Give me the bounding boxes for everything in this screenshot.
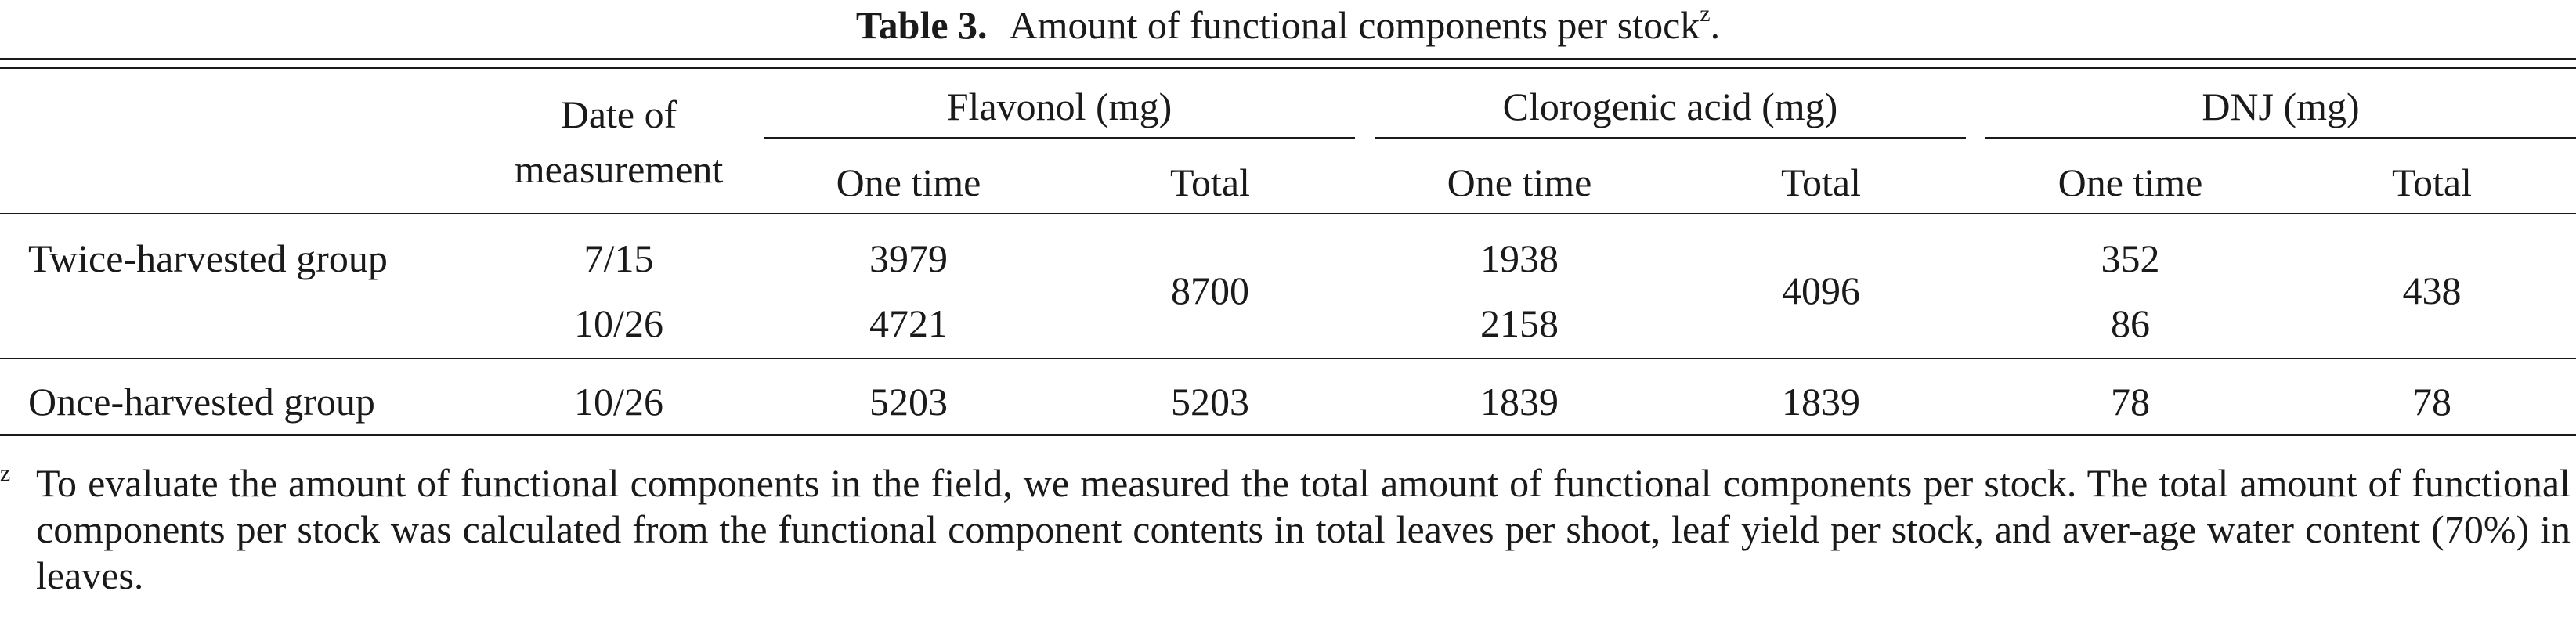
flavonol-one-time-cell: 5203 (869, 380, 948, 424)
date-cell: 10/26 (574, 380, 663, 424)
dnj-one-time-cell: 78 (2111, 380, 2150, 424)
row-separator-rule (0, 358, 2576, 359)
date-header-line1: Date of (560, 92, 677, 136)
subheader-dnj-total: Total (2391, 160, 2473, 204)
top-rule-upper (0, 58, 2576, 60)
flavonol-total-cell: 5203 (1171, 380, 1249, 424)
subheader-clorogenic-one-time: One time (1447, 160, 1592, 204)
flavonol-one-time-cell: 3979 (869, 236, 948, 280)
flavonol-total-cell: 8700 (1171, 269, 1249, 312)
subheader-clorogenic-total: Total (1780, 160, 1862, 204)
table-caption: Table 3. Amount of functional components … (0, 2, 2576, 49)
row-label: Once-harvested group (28, 380, 375, 424)
caption-period: . (1710, 3, 1721, 47)
date-cell: 7/15 (583, 236, 654, 280)
header-bottom-rule (0, 213, 2576, 214)
group-rule-flavonol (764, 137, 1355, 139)
date-cell: 10/26 (574, 301, 663, 345)
dnj-total-cell: 438 (2402, 269, 2462, 312)
dnj-one-time-cell: 352 (2101, 236, 2160, 280)
subheader-flavonol-one-time: One time (836, 160, 981, 204)
subheader-flavonol-total: Total (1169, 160, 1251, 204)
group-header-dnj: DNJ (mg) (2202, 85, 2360, 128)
clorogenic-total-cell: 1839 (1782, 380, 1860, 424)
group-rule-clorogenic-acid (1375, 137, 1966, 139)
top-rule-lower (0, 67, 2576, 69)
dnj-one-time-cell: 86 (2111, 301, 2150, 345)
clorogenic-total-cell: 4096 (1782, 269, 1860, 312)
footnote-mark: z (0, 460, 11, 486)
date-header-line2: measurement (514, 147, 724, 191)
clorogenic-one-time-cell: 1839 (1480, 380, 1559, 424)
row-label: Twice-harvested group (28, 236, 388, 280)
caption-text: Amount of functional components per stoc… (1009, 3, 1700, 47)
group-header-clorogenic-acid: Clorogenic acid (mg) (1502, 85, 1838, 128)
clorogenic-one-time-cell: 1938 (1480, 236, 1559, 280)
group-rule-dnj (1985, 137, 2576, 139)
table-label: Table 3. (855, 3, 988, 47)
caption-footnote-mark: z (1700, 1, 1711, 27)
subheader-dnj-one-time: One time (2058, 160, 2203, 204)
footnote-text: To evaluate the amount of functional com… (36, 461, 2571, 597)
clorogenic-one-time-cell: 2158 (1480, 301, 1559, 345)
flavonol-one-time-cell: 4721 (869, 301, 948, 345)
table-bottom-rule (0, 434, 2576, 436)
dnj-total-cell: 78 (2412, 380, 2451, 424)
group-header-flavonol: Flavonol (mg) (946, 85, 1172, 128)
